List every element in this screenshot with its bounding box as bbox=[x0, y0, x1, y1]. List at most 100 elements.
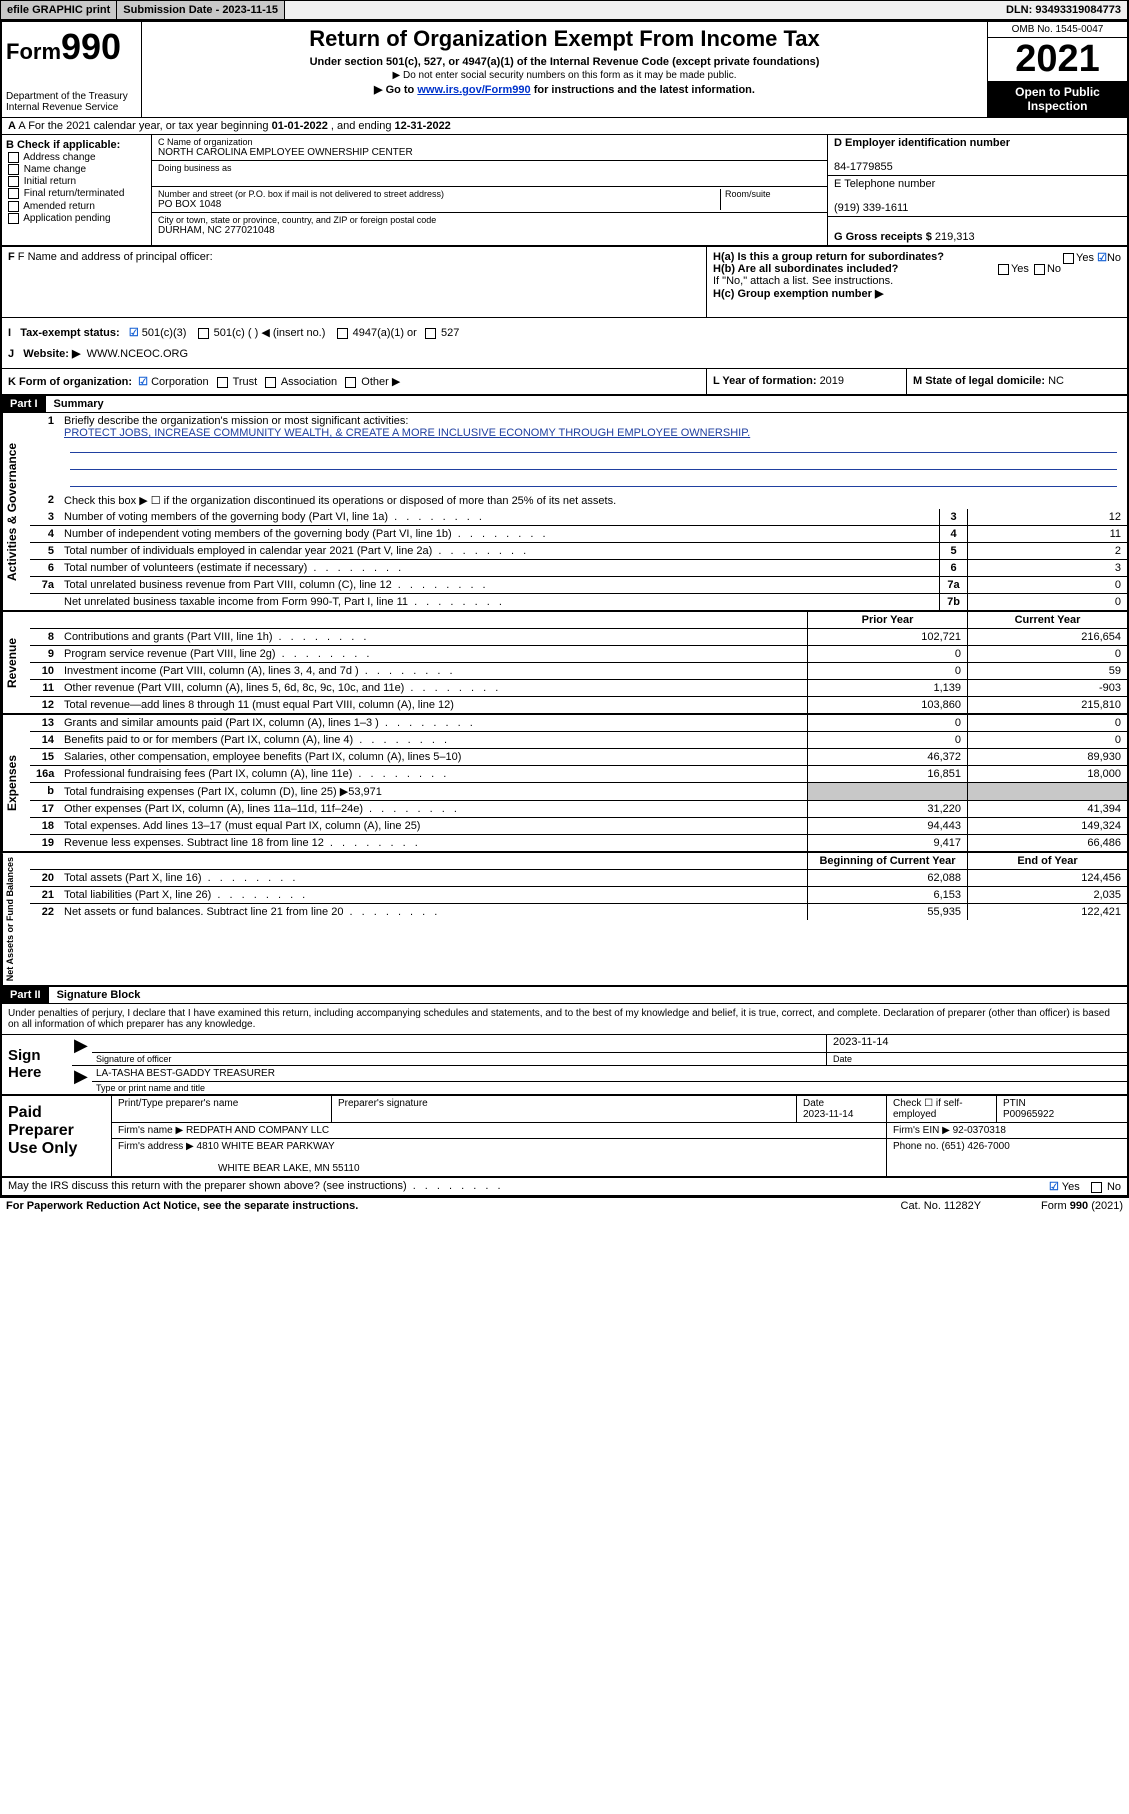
ha-no[interactable]: No bbox=[1107, 252, 1121, 264]
l-val: 2019 bbox=[820, 375, 844, 387]
l19: Revenue less expenses. Subtract line 18 … bbox=[60, 835, 807, 851]
firm-ein: 92-0370318 bbox=[953, 1125, 1006, 1136]
ptin-label: PTIN bbox=[1003, 1098, 1026, 1109]
i-label: Tax-exempt status: bbox=[20, 327, 119, 339]
arrow-icon: ▶ bbox=[72, 1066, 92, 1094]
chk-final-return[interactable]: Final return/terminated bbox=[6, 188, 147, 199]
v7b: 0 bbox=[967, 594, 1127, 610]
p11: 1,139 bbox=[807, 680, 967, 696]
omb-number: OMB No. 1545-0047 bbox=[988, 22, 1127, 38]
l17: Other expenses (Part IX, column (A), lin… bbox=[60, 801, 807, 817]
hb-no[interactable]: No bbox=[1047, 263, 1061, 275]
l12: Total revenue—add lines 8 through 11 (mu… bbox=[60, 697, 807, 713]
c16a: 18,000 bbox=[967, 766, 1127, 782]
room-label: Room/suite bbox=[725, 189, 821, 199]
shade1 bbox=[807, 783, 967, 800]
firm-addr1: 4810 WHITE BEAR PARKWAY bbox=[197, 1141, 335, 1152]
tax-527[interactable]: 527 bbox=[441, 327, 459, 339]
vlabel-governance: Activities & Governance bbox=[2, 413, 30, 610]
p18: 94,443 bbox=[807, 818, 967, 834]
row-fh: F F Name and address of principal office… bbox=[2, 245, 1127, 318]
firm-ein-label: Firm's EIN ▶ bbox=[893, 1125, 953, 1136]
part1-title: Summary bbox=[46, 396, 112, 412]
efile-graphic-button[interactable]: efile GRAPHIC print bbox=[1, 1, 117, 19]
l3: Number of voting members of the governin… bbox=[60, 509, 939, 525]
sub3-post: for instructions and the latest informat… bbox=[531, 84, 755, 96]
revenue-section: Revenue Prior YearCurrent Year 8Contribu… bbox=[2, 612, 1127, 715]
subtitle-3: ▶ Go to www.irs.gov/Form990 for instruct… bbox=[148, 83, 981, 96]
irs-label: Internal Revenue Service bbox=[6, 102, 137, 113]
firm-label: Firm's name ▶ bbox=[118, 1125, 186, 1136]
part1-label: Part I bbox=[2, 396, 46, 412]
firm-phone-label: Phone no. bbox=[893, 1141, 941, 1152]
irs-link[interactable]: www.irs.gov/Form990 bbox=[417, 84, 530, 96]
tax-year: 2021 bbox=[988, 38, 1127, 81]
form-header: Form990 Department of the Treasury Inter… bbox=[2, 22, 1127, 118]
paid-label: Paid Preparer Use Only bbox=[2, 1096, 112, 1176]
c8: 216,654 bbox=[967, 629, 1127, 645]
f-label: F Name and address of principal officer: bbox=[18, 251, 213, 263]
p12: 103,860 bbox=[807, 697, 967, 713]
chk-amended-return[interactable]: Amended return bbox=[6, 201, 147, 212]
p16a: 16,851 bbox=[807, 766, 967, 782]
self-employed[interactable]: Check ☐ if self-employed bbox=[887, 1096, 997, 1122]
p13: 0 bbox=[807, 715, 967, 731]
chk-initial-return[interactable]: Initial return bbox=[6, 176, 147, 187]
ha-yes[interactable]: Yes bbox=[1076, 252, 1094, 264]
hb-label: H(b) Are all subordinates included? bbox=[713, 263, 898, 275]
tax-4947[interactable]: 4947(a)(1) or bbox=[353, 327, 417, 339]
dln-label: DLN: 93493319084773 bbox=[1000, 1, 1128, 19]
hb-note: If "No," attach a list. See instructions… bbox=[713, 275, 1121, 287]
c10: 59 bbox=[967, 663, 1127, 679]
l21: Total liabilities (Part X, line 26) bbox=[60, 887, 807, 903]
row-klm: K Form of organization: ☑ Corporation Tr… bbox=[2, 369, 1127, 396]
sig-date: 2023-11-14 bbox=[827, 1035, 1127, 1053]
tax-501c[interactable]: 501(c) ( ) ◀ (insert no.) bbox=[214, 327, 326, 339]
c19: 66,486 bbox=[967, 835, 1127, 851]
k-other[interactable]: Other ▶ bbox=[361, 376, 400, 388]
l8: Contributions and grants (Part VIII, lin… bbox=[60, 629, 807, 645]
submission-date-button[interactable]: Submission Date - 2023-11-15 bbox=[117, 1, 285, 19]
c11: -903 bbox=[967, 680, 1127, 696]
c18: 149,324 bbox=[967, 818, 1127, 834]
c14: 0 bbox=[967, 732, 1127, 748]
discuss-yes[interactable]: Yes bbox=[1062, 1181, 1080, 1193]
city-label: City or town, state or province, country… bbox=[158, 215, 821, 225]
l15: Salaries, other compensation, employee b… bbox=[60, 749, 807, 765]
footer: For Paperwork Reduction Act Notice, see … bbox=[0, 1198, 1129, 1214]
form-label: Form bbox=[6, 39, 61, 64]
l5: Total number of individuals employed in … bbox=[60, 543, 939, 559]
subtitle-1: Under section 501(c), 527, or 4947(a)(1)… bbox=[148, 56, 981, 68]
row-a-begin: 01-01-2022 bbox=[272, 120, 328, 132]
l9: Program service revenue (Part VIII, line… bbox=[60, 646, 807, 662]
discuss-no[interactable]: No bbox=[1107, 1181, 1121, 1193]
k-assoc[interactable]: Association bbox=[281, 376, 337, 388]
c13: 0 bbox=[967, 715, 1127, 731]
v3: 12 bbox=[967, 509, 1127, 525]
l22: Net assets or fund balances. Subtract li… bbox=[60, 904, 807, 920]
l-label: L Year of formation: bbox=[713, 375, 820, 387]
arrow-icon: ▶ bbox=[72, 1035, 92, 1065]
p14: 0 bbox=[807, 732, 967, 748]
p8: 102,721 bbox=[807, 629, 967, 645]
col-b-header: B Check if applicable: bbox=[6, 139, 147, 151]
hb-yes[interactable]: Yes bbox=[1011, 263, 1029, 275]
l16a: Professional fundraising fees (Part IX, … bbox=[60, 766, 807, 782]
k-label: K Form of organization: bbox=[8, 376, 132, 388]
expenses-section: Expenses 13Grants and similar amounts pa… bbox=[2, 715, 1127, 853]
c21: 2,035 bbox=[967, 887, 1127, 903]
sig-officer-label: Signature of officer bbox=[92, 1053, 826, 1065]
chk-application-pending[interactable]: Application pending bbox=[6, 213, 147, 224]
chk-name-change[interactable]: Name change bbox=[6, 164, 147, 175]
tax-501c3[interactable]: 501(c)(3) bbox=[142, 327, 187, 339]
k-corp[interactable]: Corporation bbox=[151, 376, 208, 388]
website-value: WWW.NCEOC.ORG bbox=[87, 348, 188, 360]
c9: 0 bbox=[967, 646, 1127, 662]
k-trust[interactable]: Trust bbox=[233, 376, 258, 388]
cat-no: Cat. No. 11282Y bbox=[901, 1200, 982, 1212]
m-label: M State of legal domicile: bbox=[913, 375, 1048, 387]
vlabel-expenses: Expenses bbox=[2, 715, 30, 851]
open-inspection: Open to Public Inspection bbox=[988, 81, 1127, 117]
chk-address-change[interactable]: Address change bbox=[6, 152, 147, 163]
firm-phone: (651) 426-7000 bbox=[941, 1141, 1009, 1152]
